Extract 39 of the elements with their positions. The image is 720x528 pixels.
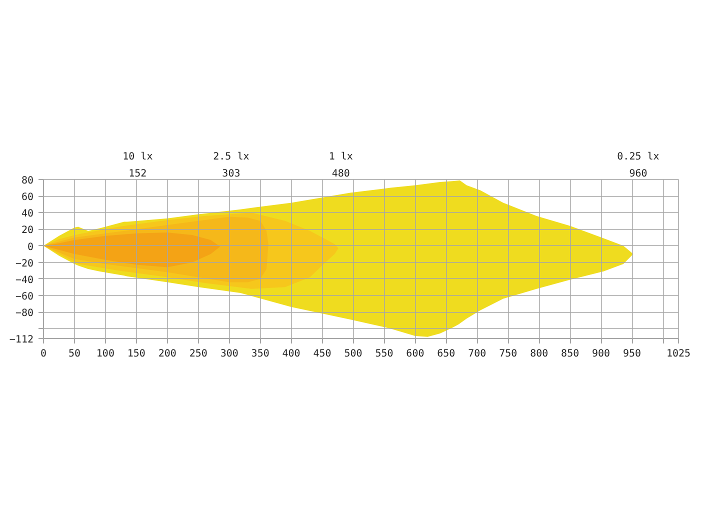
x-tick-label: 1025 — [666, 348, 691, 360]
x-tick-label: 850 — [561, 348, 580, 360]
y-tick-label: 40 — [21, 208, 34, 220]
x-tick-label: 550 — [375, 348, 394, 360]
x-tick-label: 650 — [437, 348, 456, 360]
y-tick-label: −80 — [15, 308, 34, 319]
x-tick-label: 900 — [592, 348, 610, 360]
x2-tick-label: 303 — [222, 168, 240, 180]
x2-tick-label: 152 — [128, 168, 147, 180]
x-tick-label: 600 — [406, 348, 424, 360]
x-tick-label: 200 — [158, 348, 176, 360]
x-tick-label: 250 — [189, 348, 208, 360]
x-tick-label: 100 — [96, 348, 114, 360]
y-tick-label: −112 — [9, 334, 34, 346]
text: 1 lx — [328, 152, 353, 162]
x-tick-label: 750 — [499, 348, 518, 360]
y-tick-label: 80 — [21, 176, 34, 186]
y-tick-label: −60 — [15, 291, 34, 302]
text: 10 lx — [122, 152, 153, 162]
y-tick-label: 60 — [21, 192, 34, 204]
x-tick-label: 700 — [468, 348, 486, 360]
x2-tick-label: 480 — [332, 168, 350, 180]
x-tick-label: 150 — [127, 348, 146, 360]
x2-tick-label: 960 — [629, 168, 648, 180]
y-tick-label: 20 — [21, 225, 34, 236]
x-tick-label: 0 — [40, 348, 47, 360]
text: 2.5 lx — [213, 152, 250, 162]
x-tick-label: 450 — [313, 348, 332, 360]
y-tick-label: −40 — [15, 274, 34, 286]
x-tick-label: 400 — [282, 348, 300, 360]
x-tick-label: 950 — [623, 348, 642, 360]
x-tick-label: 50 — [68, 348, 80, 360]
y-tick-label: −20 — [15, 258, 34, 270]
x-tick-label: 800 — [530, 348, 548, 360]
y-tick-label: 0 — [27, 242, 34, 253]
x-tick-label: 300 — [220, 348, 238, 360]
text: 0.25 lx — [617, 152, 660, 162]
x-tick-label: 500 — [344, 348, 362, 360]
x-tick-label: 350 — [251, 348, 270, 360]
